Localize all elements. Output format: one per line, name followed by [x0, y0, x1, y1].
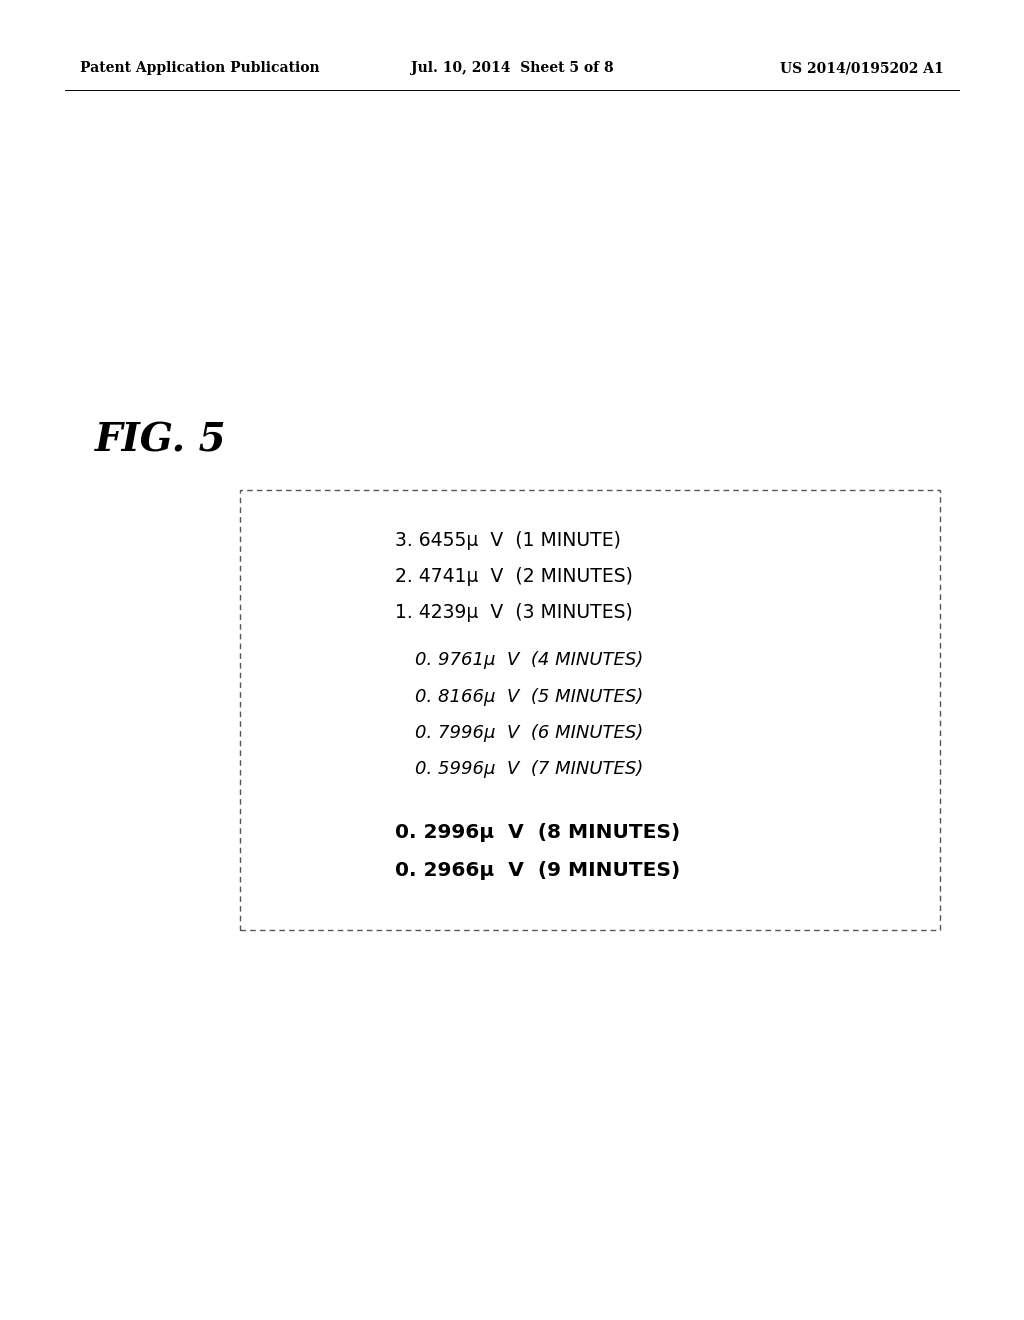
Text: US 2014/0195202 A1: US 2014/0195202 A1 [780, 61, 944, 75]
Text: 3. 6455μ  V  (1 MINUTE): 3. 6455μ V (1 MINUTE) [395, 531, 621, 549]
FancyBboxPatch shape [240, 490, 940, 931]
Text: 0. 2966μ  V  (9 MINUTES): 0. 2966μ V (9 MINUTES) [395, 861, 680, 879]
Text: 2. 4741μ  V  (2 MINUTES): 2. 4741μ V (2 MINUTES) [395, 566, 633, 586]
Text: 0. 2996μ  V  (8 MINUTES): 0. 2996μ V (8 MINUTES) [395, 822, 680, 842]
Text: 0. 9761μ  V  (4 MINUTES): 0. 9761μ V (4 MINUTES) [415, 651, 643, 669]
Text: Patent Application Publication: Patent Application Publication [80, 61, 319, 75]
Text: 1. 4239μ  V  (3 MINUTES): 1. 4239μ V (3 MINUTES) [395, 602, 633, 622]
Text: Jul. 10, 2014  Sheet 5 of 8: Jul. 10, 2014 Sheet 5 of 8 [411, 61, 613, 75]
Text: 0. 5996μ  V  (7 MINUTES): 0. 5996μ V (7 MINUTES) [415, 760, 643, 777]
Text: FIG. 5: FIG. 5 [95, 421, 226, 459]
Text: 0. 7996μ  V  (6 MINUTES): 0. 7996μ V (6 MINUTES) [415, 723, 643, 742]
Text: 0. 8166μ  V  (5 MINUTES): 0. 8166μ V (5 MINUTES) [415, 688, 643, 706]
